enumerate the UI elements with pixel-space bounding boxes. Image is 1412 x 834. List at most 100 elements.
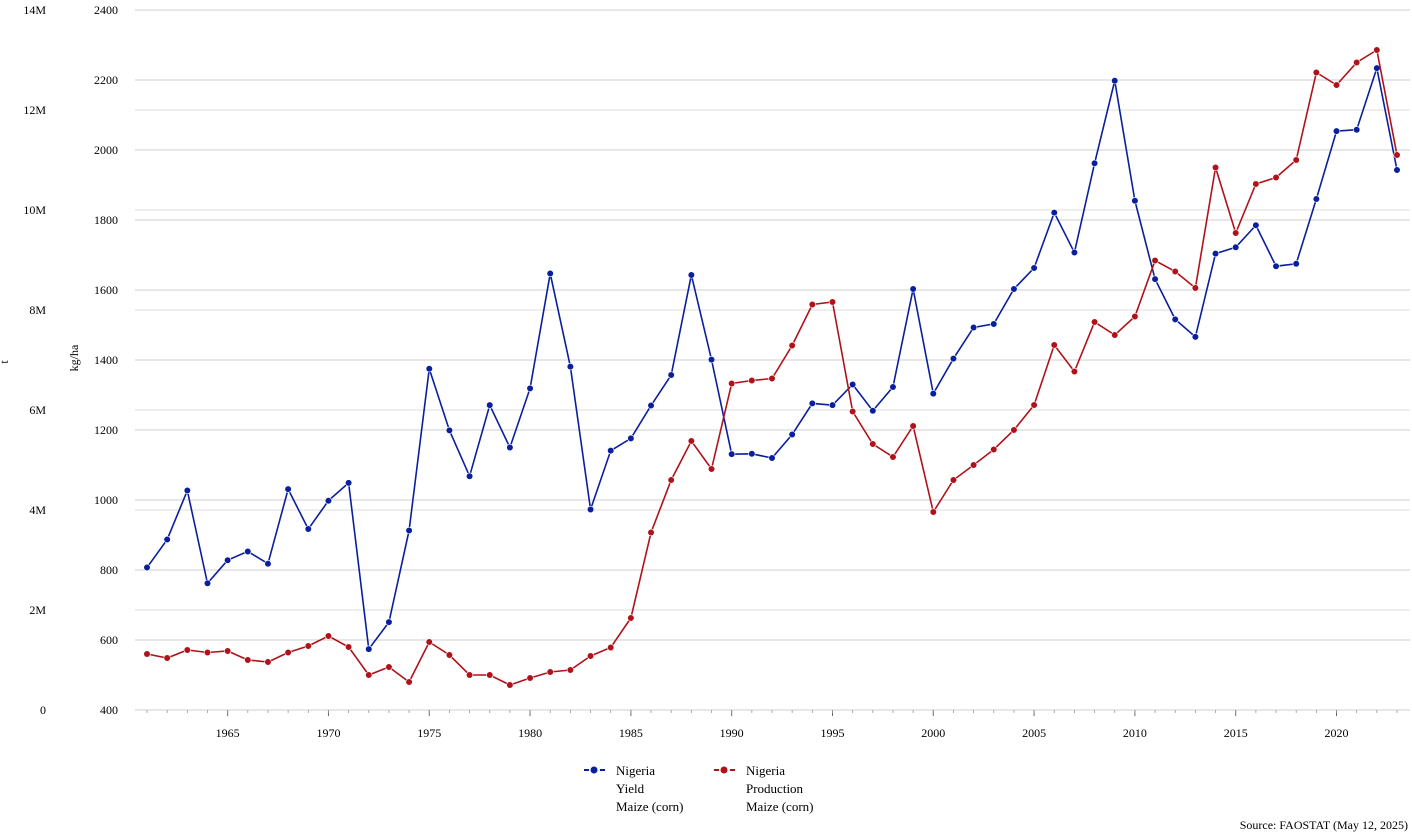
data-point-yield[interactable] <box>889 383 897 391</box>
data-point-production[interactable] <box>203 648 212 657</box>
data-point-yield[interactable] <box>143 563 151 572</box>
data-point-yield[interactable] <box>929 390 937 398</box>
data-point-production[interactable] <box>1050 341 1058 349</box>
data-point-yield[interactable] <box>546 269 554 278</box>
data-point-production[interactable] <box>465 671 474 679</box>
legend-item-yield[interactable]: Nigeria Yield Maize (corn) <box>582 762 684 816</box>
data-point-production[interactable] <box>244 656 252 664</box>
data-point-production[interactable] <box>1151 256 1159 265</box>
data-point-production[interactable] <box>425 638 433 646</box>
data-point-yield[interactable] <box>647 401 655 410</box>
data-point-yield[interactable] <box>728 450 736 458</box>
data-point-yield[interactable] <box>1050 209 1058 217</box>
data-point-production[interactable] <box>385 663 393 671</box>
data-point-production[interactable] <box>506 681 514 689</box>
data-point-production[interactable] <box>929 508 937 516</box>
data-point-production[interactable] <box>405 678 413 686</box>
data-point-production[interactable] <box>1191 284 1199 292</box>
data-point-production[interactable] <box>183 646 191 654</box>
data-point-production[interactable] <box>1252 180 1260 188</box>
data-point-production[interactable] <box>1312 68 1320 77</box>
data-point-production[interactable] <box>1070 367 1079 376</box>
data-point-yield[interactable] <box>869 407 877 415</box>
data-point-yield[interactable] <box>183 486 191 495</box>
data-point-yield[interactable] <box>445 426 454 434</box>
data-point-production[interactable] <box>667 476 675 484</box>
data-point-yield[interactable] <box>566 363 574 371</box>
data-point-yield[interactable] <box>264 560 272 568</box>
data-point-production[interactable] <box>1171 267 1179 276</box>
data-point-yield[interactable] <box>405 526 413 535</box>
data-point-production[interactable] <box>365 671 373 679</box>
data-point-production[interactable] <box>1332 81 1341 89</box>
data-point-production[interactable] <box>546 668 554 676</box>
data-point-production[interactable] <box>707 465 716 473</box>
data-point-production[interactable] <box>687 437 695 445</box>
data-point-yield[interactable] <box>1393 166 1401 174</box>
data-point-yield[interactable] <box>163 535 171 544</box>
data-point-production[interactable] <box>445 651 454 659</box>
data-point-production[interactable] <box>1090 318 1099 326</box>
data-point-production[interactable] <box>970 461 978 469</box>
data-point-production[interactable] <box>828 298 837 306</box>
data-point-yield[interactable] <box>1252 221 1260 229</box>
data-point-production[interactable] <box>849 407 857 416</box>
data-point-yield[interactable] <box>465 472 474 480</box>
data-point-yield[interactable] <box>1292 260 1300 268</box>
data-point-yield[interactable] <box>1151 275 1159 283</box>
data-point-production[interactable] <box>1131 312 1139 321</box>
data-point-yield[interactable] <box>808 399 816 408</box>
data-point-yield[interactable] <box>667 371 675 379</box>
data-point-production[interactable] <box>990 445 998 454</box>
data-point-production[interactable] <box>607 643 615 652</box>
data-point-production[interactable] <box>1211 163 1220 172</box>
data-point-yield[interactable] <box>949 355 958 363</box>
data-point-yield[interactable] <box>506 443 514 452</box>
data-point-production[interactable] <box>486 671 494 679</box>
data-point-production[interactable] <box>345 643 353 651</box>
data-point-production[interactable] <box>1030 401 1038 409</box>
data-point-yield[interactable] <box>1171 315 1179 324</box>
data-point-production[interactable] <box>1393 151 1401 159</box>
data-point-production[interactable] <box>869 440 877 448</box>
data-point-production[interactable] <box>1292 156 1300 164</box>
data-point-production[interactable] <box>889 453 897 461</box>
data-point-yield[interactable] <box>284 485 292 493</box>
data-point-yield[interactable] <box>1010 285 1018 293</box>
data-point-production[interactable] <box>748 376 756 385</box>
data-point-yield[interactable] <box>1111 77 1119 85</box>
data-point-production[interactable] <box>647 528 655 537</box>
data-point-production[interactable] <box>143 650 151 658</box>
data-point-yield[interactable] <box>990 320 998 328</box>
data-point-production[interactable] <box>586 652 595 660</box>
data-point-yield[interactable] <box>304 525 312 533</box>
data-point-yield[interactable] <box>1312 195 1320 203</box>
data-point-production[interactable] <box>949 476 958 484</box>
data-point-production[interactable] <box>324 632 333 640</box>
data-point-yield[interactable] <box>1090 159 1099 167</box>
data-point-yield[interactable] <box>768 454 776 462</box>
data-point-production[interactable] <box>1373 46 1381 54</box>
data-point-production[interactable] <box>627 614 635 622</box>
data-point-yield[interactable] <box>244 547 252 556</box>
data-point-production[interactable] <box>808 300 816 309</box>
data-point-yield[interactable] <box>607 447 615 455</box>
data-point-yield[interactable] <box>486 401 494 409</box>
data-point-yield[interactable] <box>828 401 837 409</box>
data-point-yield[interactable] <box>324 497 333 505</box>
data-point-yield[interactable] <box>586 505 595 514</box>
data-point-yield[interactable] <box>1131 197 1139 205</box>
data-point-production[interactable] <box>1353 58 1361 67</box>
data-point-yield[interactable] <box>748 450 756 458</box>
data-point-yield[interactable] <box>203 579 212 587</box>
data-point-yield[interactable] <box>707 356 716 364</box>
data-point-yield[interactable] <box>1070 248 1079 257</box>
data-point-production[interactable] <box>566 666 574 674</box>
data-point-yield[interactable] <box>1232 243 1240 251</box>
data-point-production[interactable] <box>1111 331 1119 339</box>
data-point-production[interactable] <box>284 648 292 657</box>
data-point-production[interactable] <box>909 422 917 430</box>
data-point-yield[interactable] <box>385 618 393 626</box>
data-point-production[interactable] <box>1232 229 1240 237</box>
data-point-yield[interactable] <box>687 271 695 279</box>
